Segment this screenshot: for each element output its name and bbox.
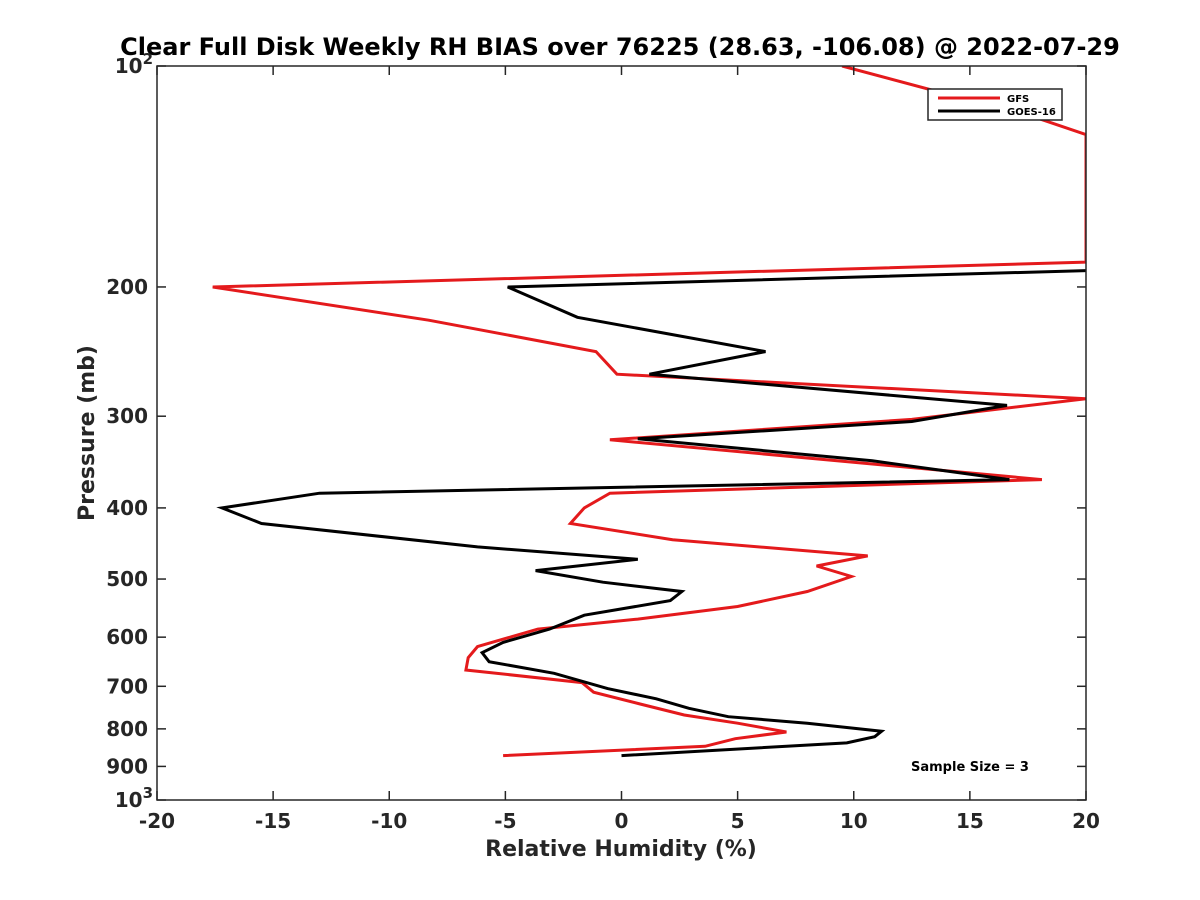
y-axis-label: Pressure (mb) <box>75 345 100 521</box>
y-tick-label: 200 <box>106 275 148 299</box>
plot-area <box>156 65 1087 801</box>
x-tick-label: -5 <box>494 809 516 833</box>
x-tick-label: 5 <box>731 809 745 833</box>
x-axis: -20 -15 -10 -5 0 5 10 15 20 <box>139 66 1100 833</box>
legend-label-gfs: GFS <box>1007 94 1029 105</box>
y-tick-label: 400 <box>106 496 148 520</box>
x-tick-label: 20 <box>1072 809 1100 833</box>
x-tick-label: -15 <box>255 809 291 833</box>
y-tick-label: 700 <box>106 674 148 698</box>
y-tick-label: 800 <box>106 717 148 741</box>
y-axis: 102 200 300 400 500 600 700 800 900 103 <box>106 50 1086 812</box>
series-line-gfs <box>212 66 1086 758</box>
x-tick-label: -20 <box>139 809 175 833</box>
x-tick-label: 0 <box>615 809 629 833</box>
y-tick-label: 300 <box>106 404 148 428</box>
y-tick-label: 600 <box>106 625 148 649</box>
legend-box <box>927 88 1063 121</box>
x-tick-label: 15 <box>956 809 984 833</box>
y-tick-label: 103 <box>115 784 153 812</box>
chart-title: Clear Full Disk Weekly RH BIAS over 7622… <box>120 33 1120 61</box>
y-tick-label: 500 <box>106 567 148 591</box>
x-axis-label: Relative Humidity (%) <box>485 837 757 862</box>
y-tick-label: 900 <box>106 754 148 778</box>
series-line-goes-16 <box>216 269 1086 758</box>
x-tick-label: -10 <box>371 809 407 833</box>
y-tick-label: 102 <box>115 50 153 78</box>
legend-label-goes16: GOES-16 <box>1007 107 1056 118</box>
series-layer <box>212 66 1086 758</box>
sample-size-annotation: Sample Size = 3 <box>911 760 1029 775</box>
x-tick-label: 10 <box>840 809 868 833</box>
legend: GFS GOES-16 <box>927 88 1063 121</box>
